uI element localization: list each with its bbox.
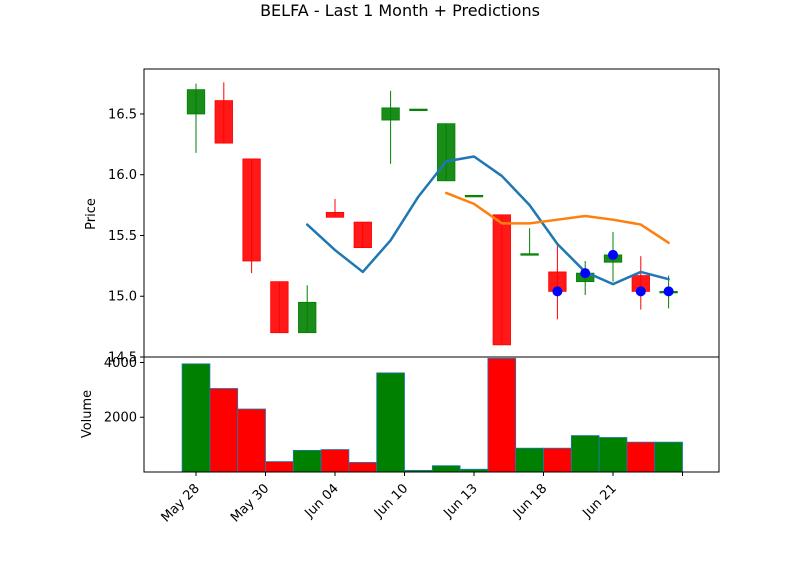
volume-ytick-label: 4000: [104, 356, 137, 371]
candle-body: [325, 211, 345, 218]
volume-bar: [654, 441, 683, 473]
xtick-label: May 28: [159, 481, 203, 525]
xtick-label: Jun 21: [580, 481, 620, 521]
xtick-label: Jun 10: [371, 481, 411, 521]
price-ytick-label: 16.5: [108, 107, 137, 122]
volume-bar: [543, 447, 572, 473]
volume-bar: [209, 388, 239, 473]
price-panel: 14.5 15.0 15.5 16.0 16.5 Price: [84, 68, 720, 366]
prediction-point: [580, 268, 591, 279]
candle-body: [214, 100, 233, 144]
candle-body: [437, 123, 456, 182]
volume-plot-area: [143, 356, 720, 473]
candles: [186, 82, 678, 346]
prediction-point: [635, 286, 646, 297]
prediction-point: [663, 286, 674, 297]
candle-body: [520, 253, 539, 256]
candle-body: [381, 107, 400, 121]
volume-bar: [515, 447, 544, 473]
price-yticks: 14.5 15.0 15.5 16.0 16.5: [108, 107, 144, 366]
price-ytick-label: 14.5: [108, 351, 137, 366]
prediction-line-1: [305, 155, 670, 286]
volume-panel: 2000 4000 Volume: [80, 356, 720, 473]
candle-body: [492, 214, 511, 346]
volume-bar: [320, 449, 350, 473]
prediction-point: [552, 286, 563, 297]
candle-body: [409, 108, 428, 112]
volume-bar: [292, 449, 322, 473]
xtick-label: Jun 04: [302, 481, 342, 521]
candle-body: [186, 89, 206, 115]
candle-body: [464, 194, 484, 198]
candle-body: [298, 301, 317, 334]
volume-bar: [348, 462, 378, 473]
price-ylabel: Price: [84, 198, 99, 230]
volume-bar: [237, 408, 266, 473]
candle-body: [270, 281, 289, 334]
price-ytick-label: 15.5: [108, 229, 137, 244]
xtick-label: May 30: [228, 481, 272, 525]
price-ytick-label: 15.0: [108, 290, 137, 305]
price-ytick-label: 16.0: [108, 168, 137, 183]
volume-bar: [626, 441, 656, 473]
xtick-label: Jun 18: [510, 481, 550, 521]
candle-body: [242, 158, 261, 262]
volume-yticks: 2000 4000: [104, 356, 144, 426]
volume-bar: [181, 363, 211, 473]
volume-ytick-label: 2000: [104, 411, 137, 426]
volume-bar: [431, 465, 461, 473]
overlays: [305, 155, 674, 297]
volume-bar: [265, 461, 294, 473]
xtick-label: Jun 13: [441, 481, 481, 521]
x-axis-ticks: May 28 May 30 Jun 04 Jun 10 Jun 13 Jun 18 Jun …: [159, 472, 683, 525]
chart-title: BELFA - Last 1 Month + Predictions: [260, 1, 540, 20]
volume-bar: [376, 372, 405, 473]
prediction-line-2: [444, 191, 670, 245]
volume-bar: [487, 357, 517, 473]
volume-ylabel: Volume: [80, 390, 95, 438]
candle-body: [353, 221, 372, 249]
volume-bars: [181, 357, 683, 473]
volume-bar: [570, 435, 600, 473]
prediction-point: [608, 249, 618, 260]
volume-bar: [598, 437, 628, 473]
